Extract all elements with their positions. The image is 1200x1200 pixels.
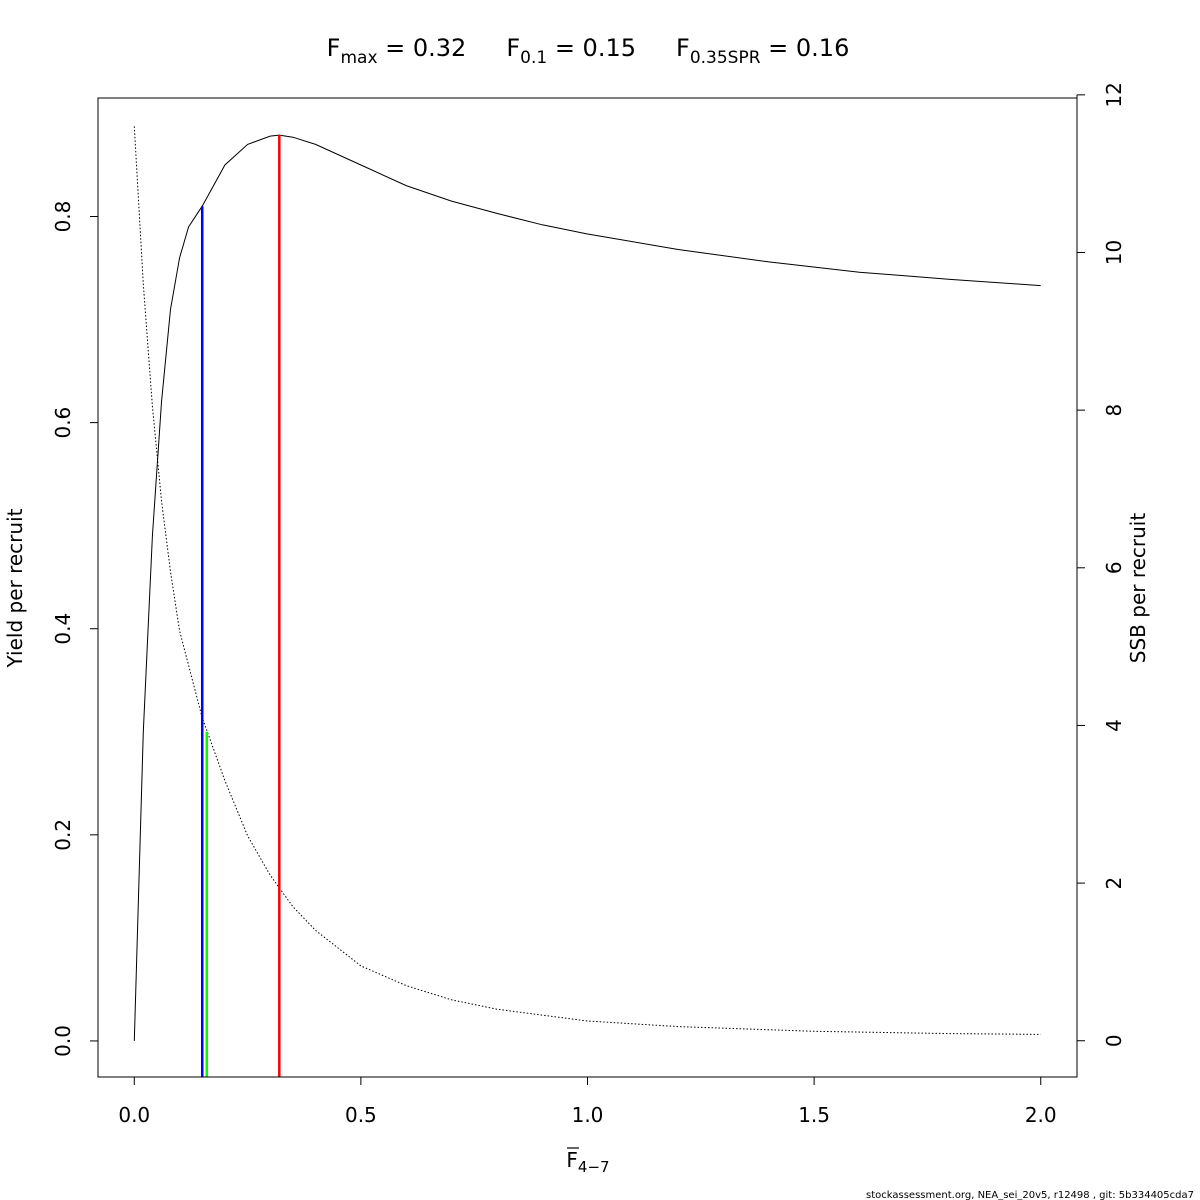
- y-axis-left: 0.0 0.2 0.4 0.6 0.8: [51, 201, 99, 1057]
- title-text: Fmax = 0.32 F0.1 = 0.15 F0.35SPR = 0.16: [327, 34, 850, 68]
- x-tick-label: 1.5: [798, 1103, 830, 1127]
- plot-frame: [97, 97, 1078, 1078]
- x-tick-label: 2.0: [1025, 1103, 1057, 1127]
- x-axis-title: F4−7: [566, 1148, 609, 1176]
- y-tick-label: 0.4: [51, 613, 75, 645]
- ssb-per-recruit-line: [133, 126, 1041, 1035]
- y2-tick-label: 0: [1102, 1034, 1126, 1047]
- footer-credit: stockassessment.org, NEA_sei_20v5, r1249…: [866, 1190, 1194, 1200]
- y2-tick-label: 2: [1102, 877, 1126, 890]
- y-axis-title: Yield per recruit: [3, 508, 27, 668]
- title-part-sub: 0.1: [520, 48, 547, 68]
- y2-axis-title: SSB per recruit: [1126, 513, 1150, 664]
- chart-title: Fmax = 0.32 F0.1 = 0.15 F0.35SPR = 0.16: [327, 34, 850, 68]
- y-tick-label: 0.6: [51, 407, 75, 439]
- y2-tick-label: 10: [1102, 240, 1126, 265]
- title-part-value: = 0.15: [547, 34, 636, 62]
- title-part-base: F: [506, 34, 520, 62]
- y-axis-right: 0 2 4 6 8 10 12: [1076, 82, 1126, 1047]
- yield-per-recruit-line: [133, 134, 1041, 1041]
- series-lines: [133, 126, 1041, 1041]
- y-tick-label: 0.2: [51, 819, 75, 851]
- y2-tick-label: 6: [1102, 561, 1126, 574]
- axis-titles: F4−7 Yield per recruit SSB per recruit: [3, 508, 1150, 1176]
- y-tick-label: 0.0: [51, 1025, 75, 1057]
- title-part-base: F: [327, 34, 341, 62]
- x-axis-title-sub: 4−7: [578, 1158, 610, 1176]
- x-tick-label: 0.0: [118, 1103, 150, 1127]
- y2-tick-label: 12: [1102, 82, 1126, 107]
- reference-lines: [200, 135, 281, 1077]
- title-part-sub: max: [340, 48, 377, 68]
- x-axis-title-base: F: [566, 1148, 578, 1172]
- y2-tick-label: 8: [1102, 404, 1126, 417]
- x-axis: 0.0 0.5 1.0 1.5 2.0: [118, 1076, 1057, 1127]
- title-part-value: = 0.16: [761, 34, 850, 62]
- title-part-value: = 0.32: [378, 34, 467, 62]
- y-tick-label: 0.8: [51, 201, 75, 233]
- y2-tick-label: 4: [1102, 719, 1126, 732]
- title-part-base: F: [676, 34, 690, 62]
- x-tick-label: 0.5: [345, 1103, 377, 1127]
- x-tick-label: 1.0: [572, 1103, 604, 1127]
- title-part-sub: 0.35SPR: [690, 48, 761, 68]
